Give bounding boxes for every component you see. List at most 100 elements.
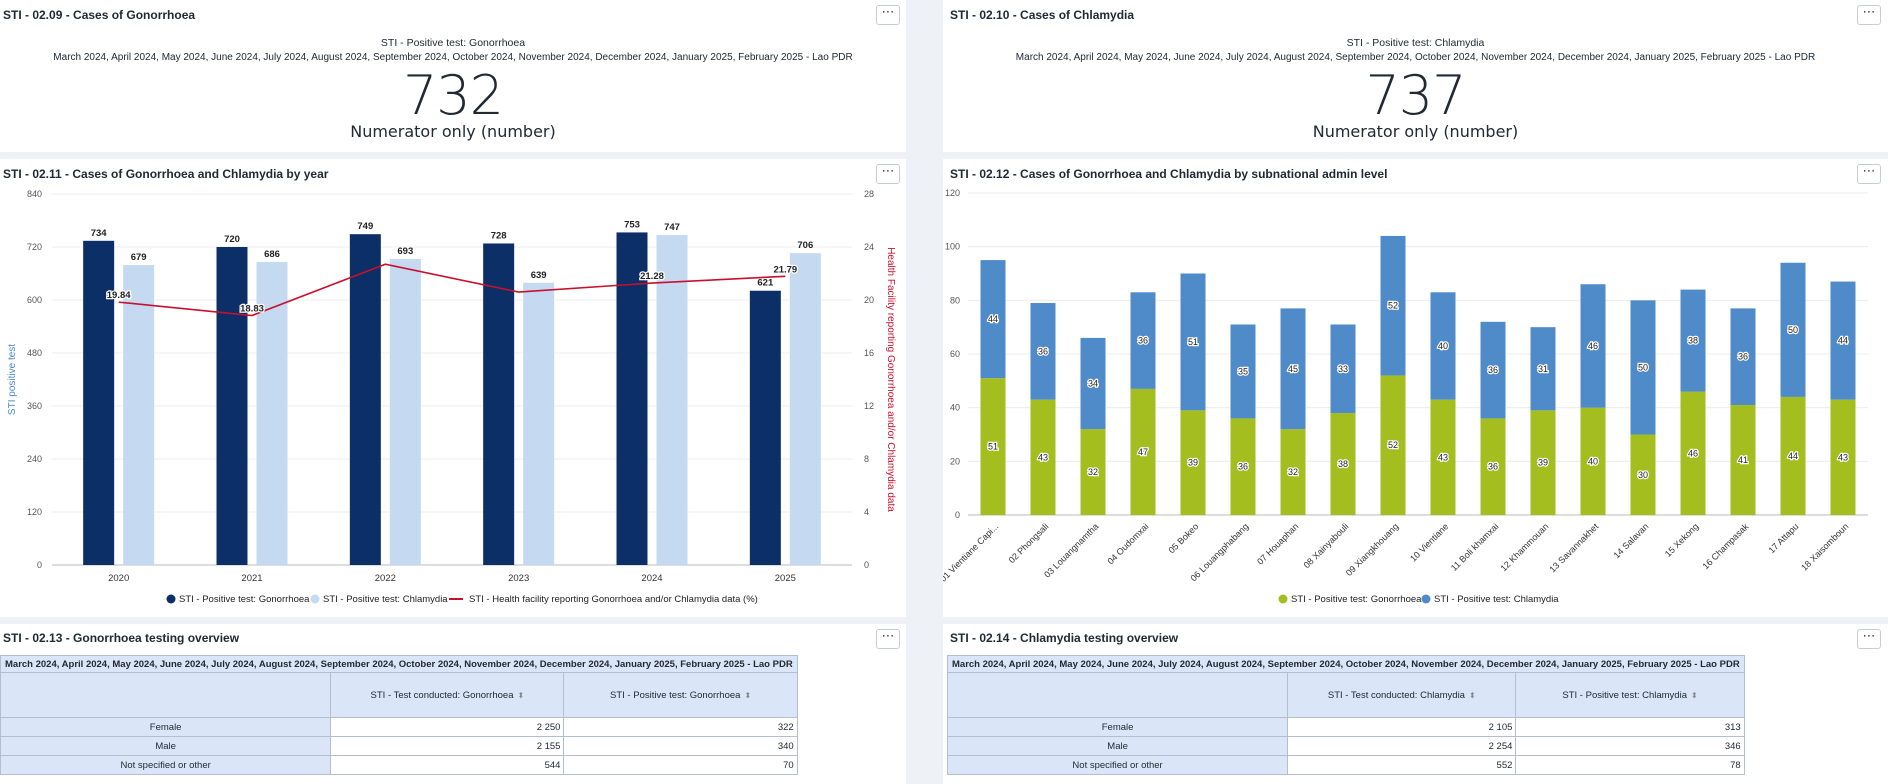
legend-marker <box>1278 594 1288 604</box>
bar <box>1730 308 1756 405</box>
table-cell[interactable]: 2 250 <box>330 717 565 737</box>
data-label: 38 <box>1338 459 1348 469</box>
data-label: 693 <box>397 246 413 257</box>
sort-icon[interactable]: ⬍ <box>744 690 752 700</box>
y2-tick-label: 0 <box>864 560 869 570</box>
y-tick-label: 120 <box>27 507 42 517</box>
legend-label: STI - Positive test: Gonorrhoea <box>1291 594 1422 605</box>
data-label: 39 <box>1188 458 1198 468</box>
x-tick-label: 07 Houaphan <box>1255 521 1300 566</box>
x-tick-label: 02 Phongsali <box>1007 521 1051 565</box>
bar <box>1030 399 1056 515</box>
bar <box>1180 273 1206 411</box>
data-label: 33 <box>1338 364 1348 374</box>
column-header-positive[interactable]: STI - Positive test: Gonorrhoea ⬍ <box>563 672 798 718</box>
table-cell[interactable]: 78 <box>1515 755 1745 775</box>
bar <box>1630 434 1656 515</box>
y-tick-label: 0 <box>955 510 960 520</box>
data-label: 43 <box>1438 452 1448 462</box>
table-cell[interactable]: 544 <box>330 755 565 775</box>
single-value-number: 732 <box>402 64 504 127</box>
more-options-button[interactable]: ⋯ <box>1857 164 1881 184</box>
single-value-period: March 2024, April 2024, May 2024, June 2… <box>53 52 853 63</box>
x-tick-label: 17 Attapu <box>1766 521 1800 555</box>
column-header-label: STI - Positive test: Gonorrhoea <box>610 689 741 701</box>
column-header-positive[interactable]: STI - Positive test: Chlamydia ⬍ <box>1515 672 1745 718</box>
row-header: Male <box>946 736 1289 756</box>
bar <box>1230 418 1256 515</box>
more-options-button[interactable]: ⋯ <box>876 164 900 184</box>
x-tick-label: 13 Savannakhet <box>1547 521 1600 574</box>
x-tick-label: 14 Salavan <box>1611 521 1650 560</box>
x-tick-label: 2020 <box>108 573 129 584</box>
table-cell[interactable]: 2 254 <box>1287 736 1517 756</box>
sort-icon[interactable]: ⬍ <box>1468 690 1476 700</box>
more-options-button[interactable]: ⋯ <box>876 629 900 649</box>
x-tick-label: 11 Boli khamxai <box>1449 521 1501 573</box>
x-tick-label: 12 Khammouan <box>1498 521 1550 573</box>
data-label: 734 <box>91 228 108 239</box>
panel-title: STI - 02.10 - Cases of Chlamydia <box>950 8 1135 22</box>
data-label: 45 <box>1288 364 1298 374</box>
data-label: 686 <box>264 249 280 260</box>
legend-marker <box>166 594 176 604</box>
bar <box>1380 375 1406 515</box>
y-tick-label: 100 <box>945 242 960 252</box>
bar <box>1080 429 1106 515</box>
table-row: Female 2 250 322 <box>0 717 798 737</box>
bar <box>1780 396 1806 515</box>
table-cell[interactable]: 313 <box>1515 717 1745 737</box>
data-label: 621 <box>757 278 774 289</box>
more-options-button[interactable]: ⋯ <box>876 5 900 25</box>
y-tick-label: 80 <box>950 295 960 305</box>
table-row: Male 2 155 340 <box>0 736 798 756</box>
data-label: 747 <box>664 222 680 233</box>
table-cell[interactable]: 346 <box>1515 736 1745 756</box>
data-label: 43 <box>1838 452 1848 462</box>
column-header-label: STI - Positive test: Chlamydia <box>1562 689 1687 701</box>
line-data-label: 18.83 <box>240 304 264 315</box>
row-header: Not specified or other <box>946 755 1289 775</box>
data-label: 41 <box>1738 455 1748 465</box>
single-value-legend: Numerator only (number) <box>1312 122 1519 141</box>
data-label: 720 <box>224 234 240 245</box>
more-options-button[interactable]: ⋯ <box>1857 629 1881 649</box>
row-header: Not specified or other <box>0 755 332 775</box>
bar <box>1630 300 1656 435</box>
table-row: Female 2 105 313 <box>946 717 1745 737</box>
series-line <box>118 263 786 317</box>
y-tick-label: 840 <box>27 189 42 199</box>
panel-title: STI - 02.12 - Cases of Gonorrhoea and Ch… <box>950 167 1388 181</box>
y2-tick-label: 28 <box>864 189 874 199</box>
data-label: 40 <box>1438 341 1448 351</box>
column-header-tests[interactable]: STI - Test conducted: Chlamydia ⬍ <box>1287 672 1517 718</box>
sort-icon[interactable]: ⬍ <box>1691 690 1698 700</box>
table-cell[interactable]: 2 105 <box>1287 717 1517 737</box>
x-tick-label: 18 Xaisomboun <box>1799 521 1850 572</box>
single-value-gonorrhoea-panel: STI - 02.09 - Cases of Gonorrhoea ⋯ STI … <box>0 0 906 152</box>
bar <box>216 247 248 565</box>
x-tick-label: 15 Xekong <box>1663 521 1701 559</box>
chlamydia-table-panel: STI - 02.14 - Chlamydia testing overview… <box>943 624 1888 784</box>
bar <box>1380 235 1406 376</box>
y2-tick-label: 4 <box>864 507 869 517</box>
subnational-stacked-bar-chart: 0 20 40 60 80 100 120 51 44 01 Vientiane Capi... 4… <box>943 188 1868 605</box>
data-label: 728 <box>491 230 507 241</box>
table-cell[interactable]: 70 <box>563 755 798 775</box>
bar <box>83 240 115 566</box>
y-tick-label: 120 <box>945 188 960 198</box>
bar <box>616 232 648 566</box>
x-tick-label: 16 Champasak <box>1701 521 1751 571</box>
table-cell[interactable]: 2 155 <box>330 736 565 756</box>
data-label: 44 <box>1838 336 1848 346</box>
table-cell[interactable]: 322 <box>563 717 798 737</box>
x-tick-label: 2022 <box>375 573 396 584</box>
sort-icon[interactable]: ⬍ <box>517 690 525 700</box>
table-cell[interactable]: 340 <box>563 736 798 756</box>
data-label: 706 <box>797 240 813 251</box>
more-options-button[interactable]: ⋯ <box>1857 5 1881 25</box>
panel-title: STI - 02.14 - Chlamydia testing overview <box>950 631 1179 645</box>
table-header: March 2024, April 2024, May 2024, June 2… <box>947 655 1745 673</box>
column-header-tests[interactable]: STI - Test conducted: Gonorrhoea ⬍ <box>330 672 565 718</box>
table-cell[interactable]: 552 <box>1287 755 1517 775</box>
